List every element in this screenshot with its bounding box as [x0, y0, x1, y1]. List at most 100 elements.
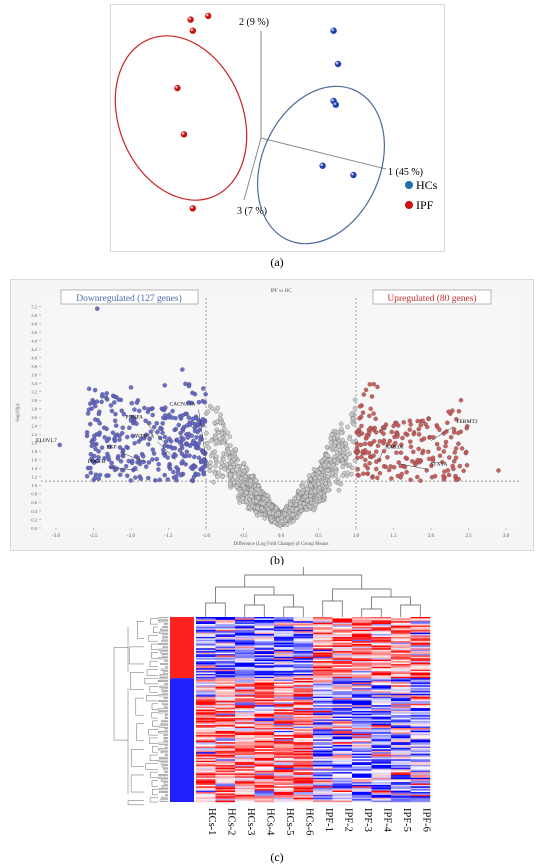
heatmap-cell [293, 756, 314, 759]
heatmap-cell [254, 789, 275, 791]
volcano-point-1705 [454, 477, 459, 483]
heatmap-cell [332, 740, 353, 743]
heatmap-cell [254, 792, 275, 794]
heatmap-cell [215, 723, 236, 726]
heatmap-cell [391, 718, 411, 720]
y-tick-12: 2.4 [31, 424, 37, 429]
volcano-point-1639 [456, 441, 461, 446]
volcano-point-1508 [193, 416, 199, 421]
heatmap-cell [371, 681, 392, 683]
heatmap-cell [254, 772, 275, 774]
volcano-point-495 [262, 516, 267, 521]
volcano-point-1725 [403, 455, 409, 461]
heatmap-cell [391, 790, 411, 793]
heatmap-cell [332, 625, 353, 628]
volcano-point-1541 [88, 465, 93, 471]
heatmap-cell [391, 688, 411, 690]
heatmap-cell [196, 658, 216, 660]
volcano-point-1501 [138, 476, 144, 482]
heatmap-cell [313, 645, 333, 648]
heatmap-cell [410, 797, 431, 800]
heatmap-cell [313, 720, 333, 723]
heatmap-cell [391, 641, 411, 643]
heatmap-cell [391, 729, 411, 732]
volcano-point-1089 [340, 473, 345, 479]
heatmap-cell [215, 725, 236, 727]
volcano-point-1458 [124, 444, 129, 450]
volcano-point-657 [366, 450, 372, 455]
heatmap-cell [410, 712, 431, 714]
heatmap-cell [371, 756, 392, 759]
heatmap-cell [235, 668, 255, 670]
heatmap-cell [391, 661, 411, 663]
heatmap-cell [410, 773, 431, 776]
heatmap-cell [410, 713, 431, 716]
heatmap-cell [235, 702, 255, 705]
heatmap-cell [332, 689, 353, 692]
heatmap-cell [352, 689, 372, 692]
heatmap-cell [352, 712, 372, 714]
volcano-point-1490 [150, 412, 155, 418]
volcano-point-1259 [216, 470, 222, 476]
heatmap-cell [215, 663, 236, 666]
heatmap-cell [352, 763, 372, 766]
heatmap-cell [196, 629, 216, 632]
legend-label-ipf: IPF [416, 198, 434, 212]
volcano-point-591 [241, 460, 247, 466]
heatmap-cell [235, 683, 255, 686]
heatmap-cell [410, 666, 431, 669]
heatmap-cell [293, 784, 314, 787]
volcano-point-1573 [91, 477, 96, 483]
volcano-point-1681 [434, 441, 440, 447]
volcano-point-1404 [92, 387, 98, 393]
gene-label-cacna1a: CACNA1A [170, 402, 196, 408]
volcano-point-1424 [177, 447, 183, 453]
heatmap-cell [371, 682, 392, 685]
volcano-point-918 [210, 406, 215, 411]
heatmap-cell [313, 735, 333, 737]
heatmap-cell [293, 755, 314, 757]
volcano-point-1691 [399, 442, 404, 448]
heatmap-cell [313, 624, 333, 626]
heatmap-cell [293, 699, 314, 702]
heatmap-cell [235, 774, 255, 777]
heatmap-cell [254, 686, 275, 689]
volcano-point-1196 [316, 470, 321, 476]
heatmap-cell [196, 755, 216, 757]
volcano-point-1559 [179, 460, 184, 466]
volcano-point-1737 [365, 465, 370, 471]
heatmap-cell [391, 663, 411, 666]
volcano-point-1465 [93, 446, 98, 452]
heatmap-cell [274, 733, 294, 736]
heatmap-cell [254, 693, 275, 696]
heatmap-cell [313, 733, 333, 736]
volcano-point-1079 [313, 502, 318, 508]
volcano-point-1745 [381, 431, 386, 437]
heatmap-cell [391, 787, 411, 790]
heatmap-cell [293, 735, 314, 737]
volcano-point-1523 [102, 456, 107, 461]
volcano-point-1483 [104, 438, 110, 444]
heatmap-cell [254, 773, 275, 776]
volcano-point-1715 [375, 475, 380, 481]
volcano-point-718 [343, 441, 349, 446]
heatmap-cell [352, 695, 372, 697]
volcano-point-1758 [381, 463, 387, 469]
heatmap-cell [391, 747, 411, 750]
heatmap-cell [274, 762, 294, 764]
heatmap-cell [274, 642, 294, 645]
y-tick-13: 2.6 [31, 415, 37, 420]
heatmap-cell [196, 618, 216, 621]
heatmap-cell [254, 676, 275, 679]
heatmap-cell [196, 750, 216, 753]
volcano-point-1703 [413, 462, 418, 467]
heatmap-cell [235, 648, 255, 650]
heatmap-cell [235, 688, 255, 690]
heatmap-cell [371, 716, 392, 719]
heatmap-cell [332, 742, 353, 744]
heatmap-cell [196, 625, 216, 628]
volcano-point-1574 [174, 437, 180, 442]
heatmap-cell [332, 628, 353, 631]
heatmap-cell [293, 646, 314, 649]
volcano-point-1470 [88, 451, 94, 457]
